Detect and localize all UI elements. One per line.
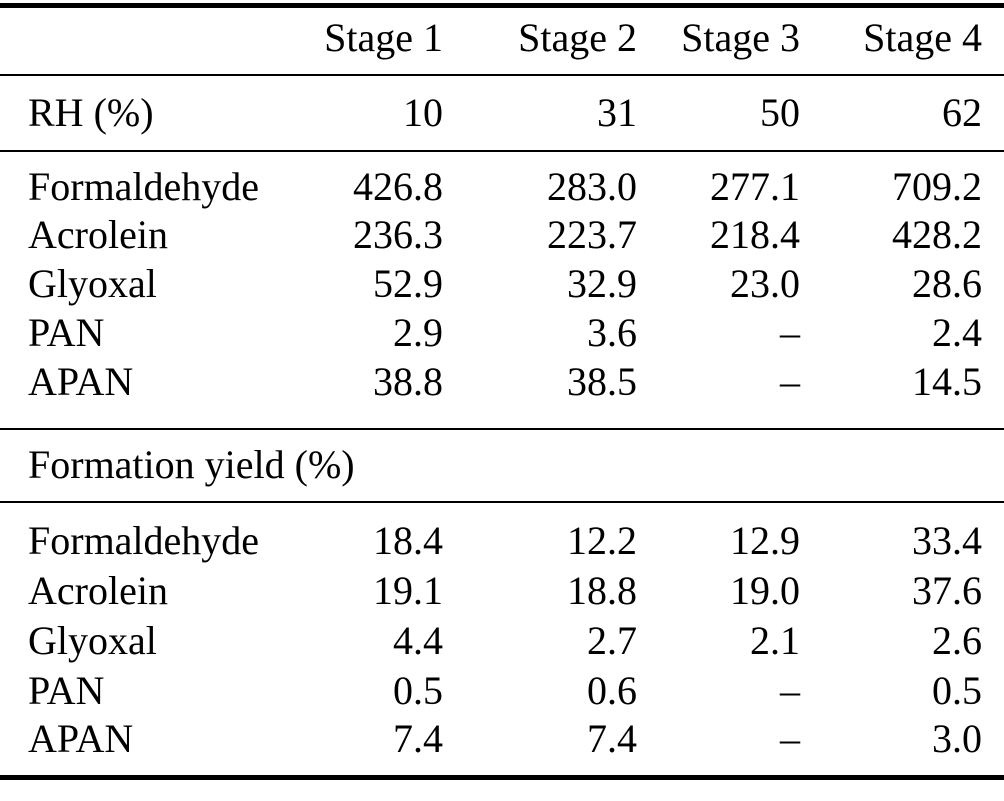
column-header-stage2: Stage 2 xyxy=(518,14,637,60)
cell-stage1: 52.9 xyxy=(373,261,443,306)
cell-stage2: 0.6 xyxy=(587,667,637,713)
header-empty-cell xyxy=(0,6,300,75)
row-apan: APAN 38.8 38.5 – 14.5 xyxy=(0,358,1004,429)
row-formaldehyde-yield: Formaldehyde 18.4 12.2 12.9 33.4 xyxy=(0,502,1004,566)
row-label: RH (%) xyxy=(28,89,154,135)
cell-stage3: 2.1 xyxy=(750,617,800,663)
cell-stage4: 0.5 xyxy=(932,667,982,713)
cell-stage1: 38.8 xyxy=(373,358,443,404)
cell-stage2: 38.5 xyxy=(567,358,637,404)
cell-stage1: 0.5 xyxy=(393,667,443,713)
cell-stage3: 23.0 xyxy=(730,261,800,306)
column-header-stage1: Stage 1 xyxy=(324,14,443,60)
cell-stage1: 236.3 xyxy=(353,212,443,257)
row-rh: RH (%) 10 31 50 62 xyxy=(0,75,1004,151)
cell-stage4: 709.2 xyxy=(892,163,982,209)
yield-section-title-block: Formation yield (%) xyxy=(0,428,1004,502)
row-pan: PAN 2.9 3.6 – 2.4 xyxy=(0,309,1004,358)
row-apan-yield: APAN 7.4 7.4 – 3.0 xyxy=(0,716,1004,778)
column-header-stage4: Stage 4 xyxy=(863,14,982,60)
header-row: Stage 1 Stage 2 Stage 3 Stage 4 xyxy=(0,6,1004,75)
cell-stage3: 12.9 xyxy=(730,518,800,563)
cell-stage3: – xyxy=(780,358,800,404)
cell-stage2: 3.6 xyxy=(587,310,637,355)
cell-stage1: 2.9 xyxy=(393,310,443,355)
row-formaldehyde: Formaldehyde 426.8 283.0 277.1 709.2 xyxy=(0,151,1004,211)
section-header-row: Formation yield (%) xyxy=(0,429,1004,502)
row-label: Formaldehyde xyxy=(28,518,260,563)
rh-block: RH (%) 10 31 50 62 xyxy=(0,74,1004,151)
cell-stage4: 3.0 xyxy=(932,716,982,762)
cell-stage2: 7.4 xyxy=(587,716,637,762)
cell-stage1: 4.4 xyxy=(393,617,443,663)
cell-stage3: 218.4 xyxy=(710,212,800,257)
cell-stage4: 428.2 xyxy=(892,212,982,257)
cell-stage2: 18.8 xyxy=(567,567,637,613)
row-acrolein: Acrolein 236.3 223.7 218.4 428.2 xyxy=(0,211,1004,260)
cell-stage1: 10 xyxy=(403,89,443,135)
row-glyoxal-yield: Glyoxal 4.4 2.7 2.1 2.6 xyxy=(0,616,1004,666)
row-label: Acrolein xyxy=(28,567,168,613)
row-label: Glyoxal xyxy=(28,261,157,306)
cell-stage2: 32.9 xyxy=(567,261,637,306)
cell-stage1: 7.4 xyxy=(393,716,443,762)
cell-stage4: 62 xyxy=(942,89,982,135)
row-acrolein-yield: Acrolein 19.1 18.8 19.0 37.6 xyxy=(0,566,1004,616)
cell-stage2: 31 xyxy=(597,89,637,135)
cell-stage3: 277.1 xyxy=(710,163,800,209)
yield-block: Formaldehyde 18.4 12.2 12.9 33.4 Acrolei… xyxy=(0,501,1004,778)
cell-stage1: 426.8 xyxy=(353,163,443,209)
row-glyoxal: Glyoxal 52.9 32.9 23.0 28.6 xyxy=(0,260,1004,309)
row-label: Acrolein xyxy=(28,212,168,257)
cell-stage4: 37.6 xyxy=(912,567,982,613)
row-label: PAN xyxy=(28,310,105,355)
cell-stage3: – xyxy=(780,310,800,355)
cell-stage2: 283.0 xyxy=(547,163,637,209)
cell-stage3: – xyxy=(780,716,800,762)
cell-stage2: 12.2 xyxy=(567,518,637,563)
cell-stage1: 19.1 xyxy=(373,567,443,613)
stage-data-table: Stage 1 Stage 2 Stage 3 Stage 4 RH (%) 1… xyxy=(0,3,1004,780)
column-header-stage3: Stage 3 xyxy=(681,14,800,60)
cell-stage4: 14.5 xyxy=(912,358,982,404)
row-label: PAN xyxy=(28,667,105,713)
cell-stage4: 28.6 xyxy=(912,261,982,306)
cell-stage1: 18.4 xyxy=(373,518,443,563)
row-label: APAN xyxy=(28,716,134,762)
cell-stage3: 50 xyxy=(760,89,800,135)
row-label: Glyoxal xyxy=(28,617,157,663)
table-header: Stage 1 Stage 2 Stage 3 Stage 4 xyxy=(0,6,1004,75)
row-label: APAN xyxy=(28,358,134,404)
cell-stage2: 2.7 xyxy=(587,617,637,663)
cell-stage2: 223.7 xyxy=(547,212,637,257)
section-header: Formation yield (%) xyxy=(28,442,355,487)
cell-stage4: 2.6 xyxy=(932,617,982,663)
cell-stage4: 33.4 xyxy=(912,518,982,563)
row-pan-yield: PAN 0.5 0.6 – 0.5 xyxy=(0,666,1004,716)
row-label: Formaldehyde xyxy=(28,163,260,209)
cell-stage3: 19.0 xyxy=(730,567,800,613)
cell-stage4: 2.4 xyxy=(932,310,982,355)
cell-stage3: – xyxy=(780,667,800,713)
concentration-block: Formaldehyde 426.8 283.0 277.1 709.2 Acr… xyxy=(0,150,1004,429)
